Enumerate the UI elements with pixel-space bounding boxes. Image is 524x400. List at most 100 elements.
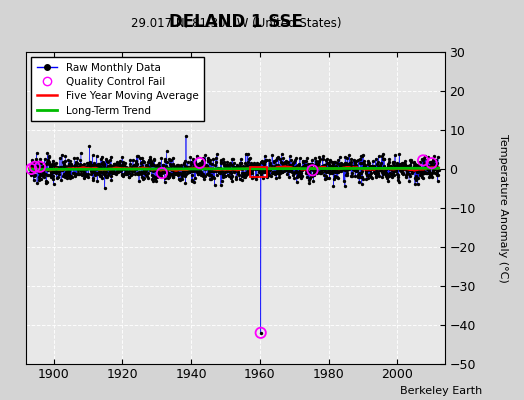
Point: [245, 166, 253, 172]
Point: [386, 162, 395, 169]
Point: [106, 173, 115, 180]
Point: [94, 170, 103, 177]
Point: [277, 159, 286, 165]
Point: [171, 166, 179, 172]
Point: [236, 164, 245, 171]
Point: [381, 172, 390, 178]
Point: [184, 164, 192, 171]
Point: [378, 151, 387, 157]
Point: [428, 160, 436, 166]
Point: [279, 162, 287, 168]
Point: [73, 163, 81, 170]
Point: [354, 156, 363, 163]
Point: [273, 168, 281, 174]
Point: [257, 171, 266, 178]
Point: [56, 164, 64, 170]
Point: [185, 168, 193, 175]
Point: [387, 163, 395, 169]
Point: [432, 163, 440, 169]
Point: [386, 170, 394, 176]
Point: [279, 162, 288, 169]
Point: [336, 163, 344, 170]
Point: [420, 169, 429, 176]
Point: [230, 169, 238, 175]
Point: [198, 158, 206, 164]
Point: [397, 168, 405, 174]
Point: [393, 170, 401, 177]
Point: [421, 169, 430, 176]
Point: [321, 176, 329, 182]
Point: [254, 166, 263, 172]
Point: [361, 164, 369, 170]
Point: [237, 173, 246, 180]
Point: [277, 166, 285, 172]
Point: [287, 166, 296, 173]
Point: [41, 170, 49, 177]
Point: [163, 166, 171, 173]
Point: [298, 173, 307, 180]
Point: [416, 167, 424, 173]
Point: [363, 165, 372, 171]
Point: [338, 166, 346, 172]
Point: [393, 160, 401, 167]
Point: [208, 161, 216, 167]
Point: [268, 152, 276, 158]
Point: [207, 172, 215, 178]
Point: [364, 158, 372, 164]
Point: [148, 160, 156, 166]
Point: [274, 154, 282, 160]
Point: [49, 181, 58, 187]
Point: [333, 173, 341, 180]
Point: [295, 162, 303, 168]
Point: [414, 169, 422, 175]
Point: [184, 164, 192, 170]
Point: [57, 166, 66, 172]
Point: [56, 155, 64, 161]
Point: [405, 166, 413, 172]
Point: [157, 169, 165, 176]
Point: [289, 160, 297, 166]
Point: [269, 169, 278, 176]
Point: [232, 174, 241, 180]
Point: [374, 171, 383, 177]
Point: [86, 159, 94, 166]
Point: [311, 169, 320, 176]
Point: [102, 156, 110, 163]
Point: [283, 170, 291, 177]
Point: [110, 170, 118, 176]
Point: [243, 162, 251, 168]
Point: [26, 162, 35, 168]
Text: 29.017 N, 81.301 W (United States): 29.017 N, 81.301 W (United States): [130, 17, 341, 30]
Point: [231, 168, 239, 174]
Point: [373, 160, 381, 167]
Point: [227, 173, 236, 180]
Point: [42, 178, 50, 184]
Point: [168, 167, 176, 173]
Point: [134, 165, 142, 171]
Point: [252, 163, 260, 170]
Point: [188, 177, 196, 183]
Point: [169, 174, 178, 180]
Point: [137, 169, 145, 176]
Point: [39, 163, 47, 170]
Point: [223, 159, 232, 166]
Point: [51, 169, 59, 175]
Point: [337, 164, 345, 171]
Point: [217, 158, 226, 165]
Point: [79, 163, 87, 170]
Point: [61, 172, 70, 178]
Point: [419, 157, 427, 164]
Point: [356, 160, 365, 166]
Point: [30, 164, 39, 170]
Point: [197, 164, 205, 170]
Point: [61, 162, 69, 169]
Point: [181, 157, 189, 164]
Point: [423, 163, 432, 170]
Point: [190, 167, 198, 174]
Point: [109, 169, 117, 176]
Point: [307, 172, 315, 178]
Point: [390, 159, 399, 165]
Point: [381, 170, 390, 176]
Point: [411, 174, 420, 180]
Point: [217, 181, 225, 188]
